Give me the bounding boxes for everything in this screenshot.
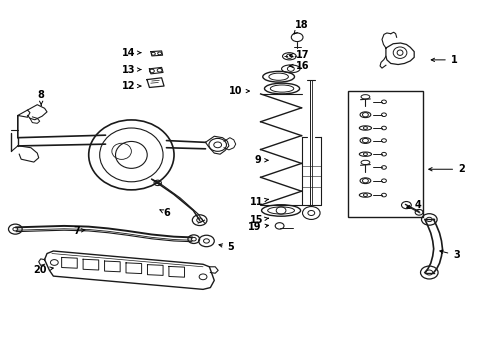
Text: 9: 9 xyxy=(254,155,267,165)
Text: 4: 4 xyxy=(406,200,420,210)
Text: 15: 15 xyxy=(249,215,268,225)
Text: 5: 5 xyxy=(219,242,234,252)
Text: 8: 8 xyxy=(38,90,44,105)
Text: 6: 6 xyxy=(160,208,169,218)
Text: 10: 10 xyxy=(228,86,249,96)
Text: 2: 2 xyxy=(428,164,464,174)
Text: 3: 3 xyxy=(439,250,459,260)
Text: 16: 16 xyxy=(289,61,309,71)
Text: 12: 12 xyxy=(122,81,141,91)
Text: 14: 14 xyxy=(122,48,141,58)
Text: 17: 17 xyxy=(289,50,309,60)
Text: 13: 13 xyxy=(122,64,141,75)
Text: 18: 18 xyxy=(293,20,308,34)
Text: 1: 1 xyxy=(430,55,457,65)
Text: 20: 20 xyxy=(33,265,53,275)
Text: 11: 11 xyxy=(249,197,268,207)
Text: 7: 7 xyxy=(73,226,85,236)
Text: 19: 19 xyxy=(247,222,268,232)
Bar xyxy=(347,91,423,217)
